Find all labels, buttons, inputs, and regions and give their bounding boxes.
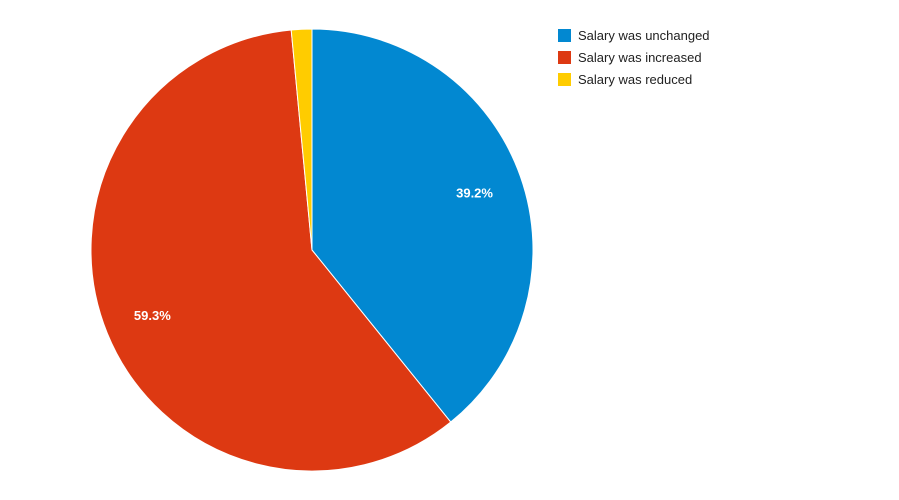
legend-item-reduced[interactable]: Salary was reduced bbox=[558, 68, 710, 90]
legend-label-reduced: Salary was reduced bbox=[578, 71, 693, 87]
pie-slice-0[interactable] bbox=[311, 28, 534, 423]
pie-slice-label-1: 59.3% bbox=[134, 308, 171, 323]
legend-label-increased: Salary was increased bbox=[578, 49, 702, 65]
pie-slice-1[interactable] bbox=[90, 29, 452, 472]
legend-item-unchanged[interactable]: Salary was unchanged bbox=[558, 24, 710, 46]
legend-swatch-increased bbox=[558, 50, 571, 64]
pie-slice-label-0: 39.2% bbox=[456, 186, 493, 201]
pie-slice-2[interactable] bbox=[290, 28, 313, 251]
legend-item-increased[interactable]: Salary was increased bbox=[558, 46, 710, 68]
legend-swatch-reduced bbox=[558, 72, 571, 86]
chart-legend: Salary was unchanged Salary was increase… bbox=[558, 24, 710, 90]
legend-label-unchanged: Salary was unchanged bbox=[578, 27, 710, 43]
legend-swatch-unchanged bbox=[558, 28, 571, 42]
